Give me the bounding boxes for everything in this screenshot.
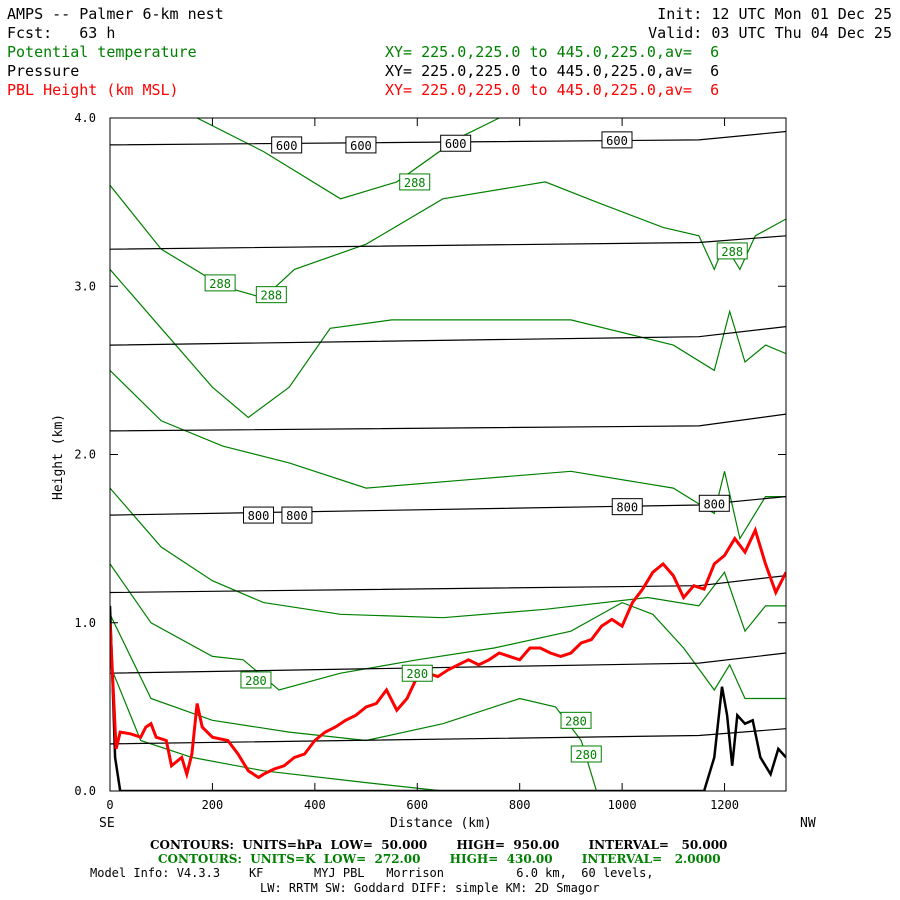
forecast-hour: Fcst: 63 h	[7, 24, 116, 42]
pressure-contour-label-box	[271, 136, 303, 154]
theta-contour-label-box	[570, 745, 602, 763]
chart-title: AMPS -- Palmer 6-km nest	[7, 5, 224, 23]
pressure-contour-850	[110, 575, 786, 594]
field-label-theta: Potential temperature	[7, 43, 197, 61]
y-tick-label: 4.0	[74, 111, 96, 125]
x-axis-label: Distance (km)	[390, 816, 492, 831]
pressure-contour-label-box	[281, 506, 313, 524]
field-label-pbl: PBL Height (km MSL)	[7, 81, 179, 99]
theta-contour-label-box	[204, 274, 236, 292]
y-axis-label: Height (km)	[51, 413, 66, 500]
terrain-line	[110, 605, 786, 791]
field-label-pressure: Pressure	[7, 62, 80, 80]
theta-contour-label: 288	[260, 289, 282, 303]
theta-contour-label: 280	[575, 748, 597, 762]
theta-contour-label: 288	[404, 176, 426, 190]
x-tick-label: 400	[304, 798, 326, 812]
theta-contour-label-box	[255, 286, 287, 304]
y-tick-label: 1.0	[74, 616, 96, 630]
x-tick-label: 0	[106, 798, 113, 812]
pressure-contour-label: 800	[703, 497, 725, 511]
terrain-profile	[110, 605, 786, 791]
physics-info: LW: RRTM SW: Goddard DIFF: simple KM: 2D…	[260, 881, 600, 895]
theta-contour-label: 280	[565, 714, 587, 728]
pressure-contour-700	[110, 326, 786, 346]
pressure-contour-label-box	[243, 506, 275, 524]
pressure-contour-label: 600	[276, 139, 298, 153]
theta-contour-label: 280	[245, 674, 267, 688]
plot-frame	[109, 117, 787, 792]
pressure-contour-950	[110, 728, 786, 745]
y-tick-label: 2.0	[74, 448, 96, 462]
theta-contour-label-box	[240, 671, 272, 689]
pressure-contour-600	[110, 130, 786, 146]
field-xy-pbl: XY= 225.0,225.0 to 445.0,225.0,av= 6	[385, 81, 720, 99]
x-tick-label: 600	[406, 798, 428, 812]
theta-contour-label-box	[401, 664, 433, 682]
pressure-contour-label: 800	[616, 501, 638, 515]
init-time: Init: 12 UTC Mon 01 Dec 25	[657, 5, 892, 23]
theta-contour-label-box	[399, 173, 431, 191]
theta-contour-284	[110, 369, 786, 541]
field-xy-theta: XY= 225.0,225.0 to 445.0,225.0,av= 6	[385, 43, 720, 61]
pressure-contour-label-box	[345, 136, 377, 154]
theta-contour-282	[110, 487, 786, 633]
valid-time: Valid: 03 UTC Thu 04 Dec 25	[648, 24, 892, 42]
model-info: Model Info: V4.3.3 KF MYJ PBL Morrison 6…	[90, 866, 654, 880]
theta-contour-286	[110, 269, 786, 419]
axes: 0.0 1.0 2.0 3.0 4.0 0 200 400 600 800 1000 1200	[74, 111, 786, 812]
pressure-contour-label-box	[611, 498, 643, 516]
pressure-contour-650	[110, 235, 786, 250]
pressure-contour-label: 800	[248, 509, 270, 523]
pressure-contour-750	[110, 413, 786, 432]
theta-contours	[110, 118, 786, 791]
theta-contour-280	[110, 563, 786, 700]
theta-contour-label: 280	[406, 667, 428, 681]
pressure-contour-label-box	[440, 134, 472, 152]
nw-end-label: NW	[800, 816, 816, 831]
theta-contour-290	[196, 118, 500, 200]
pressure-contour-800	[110, 496, 786, 516]
pressure-contour-label-box	[698, 494, 730, 512]
pressure-contours	[110, 130, 786, 745]
pressure-contour-label: 600	[445, 137, 467, 151]
pressure-contour-900	[110, 652, 786, 674]
theta-contour-info: CONTOURS: UNITS=K LOW= 272.00 HIGH= 430.…	[158, 852, 721, 866]
pbl-line	[110, 526, 786, 780]
pressure-contour-label-box	[601, 131, 633, 149]
x-tick-label: 200	[202, 798, 224, 812]
x-tick-label: 1000	[608, 798, 637, 812]
theta-contour-278	[110, 664, 443, 791]
theta-contour-label-box	[716, 242, 748, 260]
se-end-label: SE	[99, 816, 115, 831]
theta-contour-label: 288	[209, 277, 231, 291]
theta-contour-label: 288	[721, 245, 743, 259]
theta-contour-label-box	[560, 711, 592, 729]
field-xy-pressure: XY= 225.0,225.0 to 445.0,225.0,av= 6	[385, 62, 720, 80]
pbl-height-series	[110, 526, 786, 780]
y-tick-label: 0.0	[74, 784, 96, 798]
x-tick-label: 800	[509, 798, 531, 812]
y-tick-label: 3.0	[74, 279, 96, 293]
pressure-contour-label: 600	[606, 134, 628, 148]
contour-labels: 600 600 600 600 800 800 800 800 288 288 288 288 280 2…	[204, 131, 748, 763]
x-tick-label: 1200	[710, 798, 739, 812]
pressure-contour-label: 800	[286, 509, 308, 523]
pressure-contour-label: 600	[350, 139, 372, 153]
pressure-contour-info: CONTOURS: UNITS=hPa LOW= 50.000 HIGH= 95…	[150, 838, 728, 852]
